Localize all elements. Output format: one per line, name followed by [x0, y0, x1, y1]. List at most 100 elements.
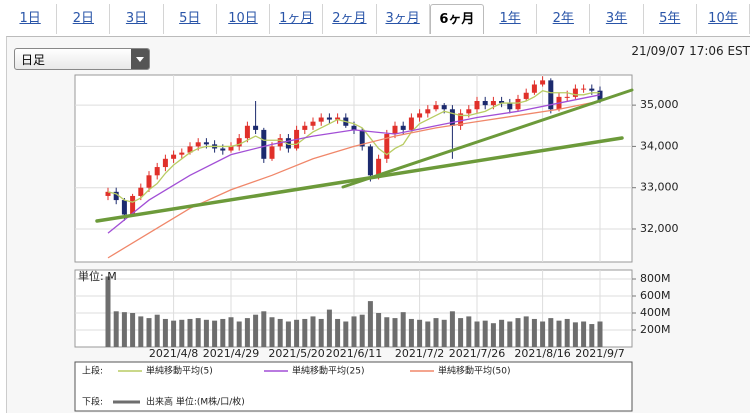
period-tab[interactable]: 5日: [164, 4, 217, 34]
legend-label: 単純移動平均(50): [438, 365, 510, 377]
volume-bar: [572, 322, 578, 347]
volume-bar: [277, 318, 283, 347]
period-tab[interactable]: 2年: [537, 4, 591, 34]
candle-body: [359, 129, 365, 147]
x-tick-label: 2021/5/20: [268, 347, 324, 360]
candle-body: [236, 138, 242, 147]
volume-bar: [417, 319, 423, 347]
volume-bar: [499, 319, 505, 347]
volume-bar: [458, 318, 464, 347]
y-tick-label: 400M: [640, 306, 671, 319]
volume-bar: [236, 321, 242, 347]
moving-average: [107, 89, 600, 203]
volume-bar: [425, 321, 431, 347]
candle-body: [523, 92, 529, 99]
candle-body: [318, 117, 324, 122]
candle-body: [499, 101, 505, 104]
volume-bar: [523, 316, 529, 347]
period-tab[interactable]: 1年: [484, 4, 538, 34]
volume-bar: [490, 323, 496, 347]
volume-bar: [367, 301, 373, 347]
period-tab[interactable]: 2ヶ月: [323, 4, 377, 34]
volume-bar: [400, 312, 406, 347]
period-tab[interactable]: 1日: [4, 4, 58, 34]
legend-title: 上段:: [82, 365, 103, 377]
volume-bar: [556, 320, 562, 347]
volume-bar: [449, 311, 455, 347]
candle-body: [400, 125, 406, 130]
candle-body: [121, 200, 127, 215]
volume-bar: [318, 318, 324, 347]
volume-bar: [564, 318, 570, 347]
volume-bar: [359, 314, 365, 347]
period-tab[interactable]: 1ヶ月: [270, 4, 324, 34]
volume-bar: [285, 321, 291, 347]
volume-bar: [195, 318, 201, 347]
volume-bar: [121, 312, 127, 347]
candle-body: [449, 109, 455, 126]
volume-bar: [220, 318, 226, 347]
candle-body: [367, 146, 373, 176]
legend-label: 単純移動平均(25): [292, 365, 364, 377]
candle-body: [228, 146, 234, 151]
volume-bar: [507, 321, 513, 347]
volume-bar: [597, 321, 603, 347]
period-tab[interactable]: 3ヶ月: [377, 4, 430, 34]
legend-title: 下段:: [82, 396, 103, 408]
select-arrow[interactable]: [131, 49, 149, 69]
period-tab[interactable]: 6ヶ月: [429, 4, 484, 34]
candle-body: [138, 187, 144, 196]
candle-body: [326, 117, 332, 120]
volume-bar: [548, 318, 554, 347]
candle-body: [482, 101, 488, 106]
y-tick-label: 800M: [640, 272, 671, 285]
volume-bar: [228, 317, 234, 347]
volume-bar: [171, 320, 177, 347]
volume-bar: [269, 317, 275, 347]
candle-body: [581, 88, 587, 90]
select-value: 日足: [21, 53, 46, 67]
volume-bar: [244, 318, 250, 347]
volume-bar: [162, 318, 168, 347]
candle-body: [130, 195, 136, 215]
volume-bar: [482, 320, 488, 347]
y-tick-label: 600M: [640, 289, 671, 302]
volume-bar: [212, 320, 218, 347]
x-tick-label: 2021/4/29: [203, 347, 259, 360]
candle-body: [310, 121, 316, 126]
period-tab[interactable]: 2日: [57, 4, 111, 34]
x-tick-label: 2021/4/8: [149, 347, 198, 360]
volume-bar: [261, 311, 267, 347]
candle-body: [376, 158, 382, 176]
candle-body: [113, 191, 119, 201]
period-tab[interactable]: 3日: [110, 4, 164, 34]
candle-body: [564, 96, 570, 98]
candle-body: [285, 138, 291, 149]
candle-body: [203, 142, 209, 145]
candle-body: [335, 117, 341, 120]
candle-body: [515, 98, 521, 110]
volume-bar: [540, 321, 546, 347]
unit-label: 単位: M: [78, 269, 117, 283]
candle-body: [408, 117, 414, 130]
volume-bar: [138, 316, 144, 347]
volume-bar: [253, 314, 259, 347]
volume-bar: [294, 319, 300, 347]
candle-body: [597, 90, 603, 102]
interval-select[interactable]: 日足: [14, 48, 150, 70]
candle-body: [261, 129, 267, 159]
candle-body: [269, 146, 275, 159]
moving-average: [107, 100, 601, 259]
volume-bar: [441, 319, 447, 347]
candle-body: [425, 109, 431, 114]
period-tab[interactable]: 5年: [644, 4, 697, 34]
period-tab[interactable]: 3年: [590, 4, 644, 34]
period-tab[interactable]: 10日: [217, 4, 271, 34]
candle-body: [589, 88, 595, 91]
volume-bar: [154, 314, 160, 347]
volume-bar: [146, 318, 152, 347]
volume-bar: [335, 318, 341, 347]
volume-bar: [302, 318, 308, 347]
y-tick-label: 33,000: [640, 181, 679, 194]
